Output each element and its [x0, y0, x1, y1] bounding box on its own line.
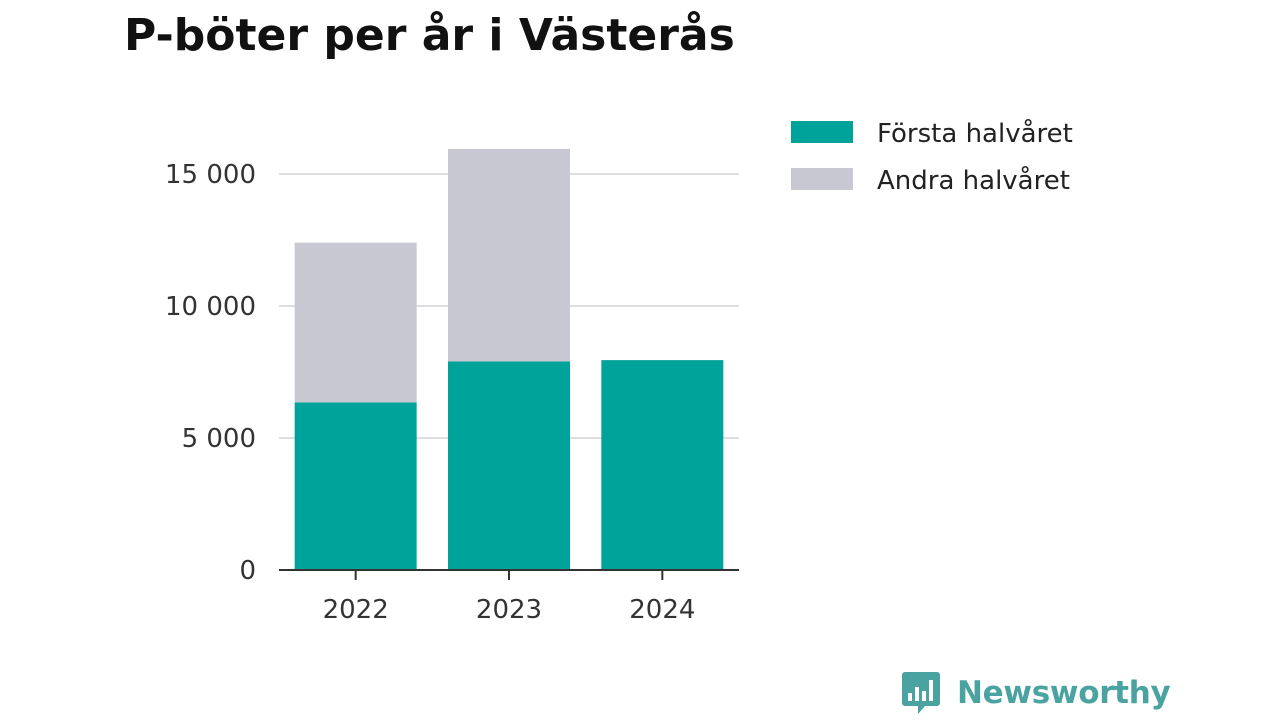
x-tick-label: 2024	[629, 595, 695, 625]
legend-label: Andra halvåret	[877, 165, 1070, 196]
bar-2022-series-2	[294, 242, 417, 403]
legend: Första halvåret Andra halvåret	[791, 118, 1073, 196]
bar-2024-series-1	[601, 360, 724, 570]
speech-bubble-bar-chart-icon	[902, 672, 940, 714]
legend-label: Första halvåret	[877, 118, 1073, 149]
chart-title: P-böter per år i Västerås	[124, 10, 735, 61]
newsworthy-logo: Newsworthy	[901, 670, 1171, 716]
legend-swatch	[791, 121, 853, 143]
y-tick-label: 5 000	[182, 424, 256, 454]
bar-2023-series-1	[448, 361, 570, 570]
axes: 0 5 000 10 000 15 000 2022 2023 2024	[165, 160, 739, 625]
y-tick-label: 10 000	[165, 292, 256, 322]
y-tick-label: 0	[239, 556, 256, 586]
legend-swatch	[791, 168, 853, 190]
brand-name: Newsworthy	[957, 675, 1171, 711]
x-tick-label: 2022	[323, 595, 389, 625]
bars	[294, 148, 724, 570]
bar-2022-series-1	[294, 402, 417, 570]
x-tick-label: 2023	[476, 595, 542, 625]
y-tick-label: 15 000	[165, 160, 256, 190]
bar-2023-series-2	[448, 148, 570, 362]
